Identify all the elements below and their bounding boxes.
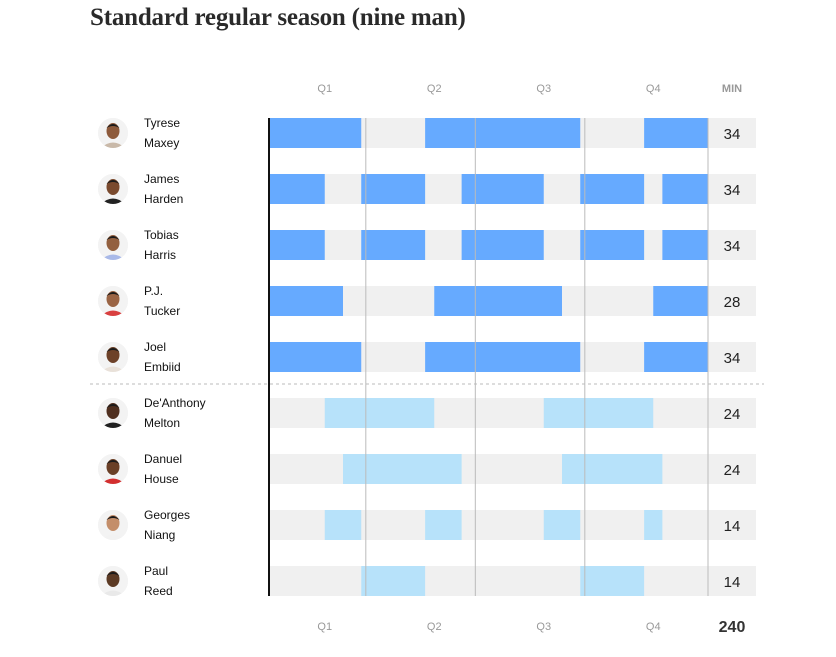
stint-bar [662,174,708,204]
player-first-name: Tyrese [144,116,181,130]
quarter-label-bottom: Q1 [317,621,332,633]
minutes-cell [708,286,756,316]
stint-bar [343,454,462,484]
chart-title: Standard regular season (nine man) [90,4,466,31]
stint-bar [361,174,426,204]
stint-bar [644,510,663,540]
player-headshot-icon [98,342,128,372]
stint-bar [562,454,663,484]
stint-bar [461,174,544,204]
stint-bar [434,286,562,316]
player-minutes: 28 [724,294,741,311]
player-name: Paul Reed [144,561,173,601]
minutes-cell [708,566,756,596]
quarter-label-bottom: Q3 [536,621,551,633]
player-last-name: Harden [144,192,184,206]
minutes-cell [708,398,756,428]
player-last-name: Melton [144,416,181,430]
player-first-name: P.J. [144,284,164,298]
stint-bar [270,174,325,204]
player-minutes: 14 [724,518,741,535]
quarter-label-top: Q3 [536,83,551,95]
player-name: Georges Niang [144,505,190,545]
quarter-label-bottom: Q2 [427,621,442,633]
minutes-cell [708,454,756,484]
player-name: James Harden [144,169,183,209]
stint-bar [662,230,708,260]
player-headshot-icon [98,454,128,484]
stint-bar [543,398,654,428]
player-minutes: 24 [724,462,741,479]
player-name: Joel Embiid [144,337,181,377]
minutes-cell [708,342,756,372]
stint-bar [580,566,645,596]
stint-bar [324,398,435,428]
player-name: De'Anthony Melton [144,393,206,433]
player-first-name: Paul [144,564,169,578]
player-minutes: 34 [724,126,741,143]
player-headshot-icon [98,174,128,204]
stint-bar [653,286,708,316]
stint-bar [324,510,362,540]
player-first-name: De'Anthony [144,396,206,410]
minutes-cell [708,230,756,260]
player-last-name: Maxey [144,136,180,150]
stint-bar [461,230,544,260]
player-name: Tobias Harris [144,225,179,265]
stint-bar [644,118,708,148]
stint-bar [270,342,362,372]
minutes-cell [708,174,756,204]
quarter-label-bottom: Q4 [646,621,661,633]
player-first-name: Tobias [144,228,179,242]
player-last-name: Harris [144,248,176,262]
minutes-cell [708,510,756,540]
stint-bar [543,510,581,540]
player-minutes: 34 [724,238,741,255]
player-headshot-icon [98,230,128,260]
player-minutes: 34 [724,350,741,367]
player-first-name: Georges [144,508,191,522]
stint-bar [361,230,426,260]
stint-bar [270,286,343,316]
stint-bar [361,566,426,596]
stint-bar [425,510,462,540]
player-first-name: Danuel [144,452,183,466]
stint-bar [425,118,581,148]
player-name: Danuel House [144,449,182,489]
player-headshot-icon [98,398,128,428]
stint-bar [425,342,581,372]
quarter-label-top: Q1 [317,83,332,95]
player-name: P.J. Tucker [144,281,180,321]
player-headshot-icon [98,510,128,540]
player-headshot-icon [98,118,128,148]
player-first-name: Joel [144,340,167,354]
minutes-header: MIN [722,83,742,95]
player-headshot-icon [98,286,128,316]
player-headshot-icon [98,566,128,596]
total-minutes: 240 [719,619,746,636]
stint-bar [644,342,708,372]
player-name: Tyrese Maxey [144,113,180,153]
minutes-cell [708,118,756,148]
player-first-name: James [144,172,180,186]
stint-bar [270,118,362,148]
player-last-name: Tucker [144,304,181,318]
quarter-label-top: Q2 [427,83,442,95]
player-minutes: 34 [724,182,741,199]
player-last-name: Embiid [144,360,181,374]
stint-bar [580,174,645,204]
player-last-name: House [144,472,179,486]
player-last-name: Niang [144,528,176,542]
stint-bar [270,230,325,260]
player-minutes: 14 [724,574,741,591]
quarter-label-top: Q4 [646,83,661,95]
player-minutes: 24 [724,406,741,423]
stint-bar [580,230,645,260]
player-last-name: Reed [144,584,173,598]
